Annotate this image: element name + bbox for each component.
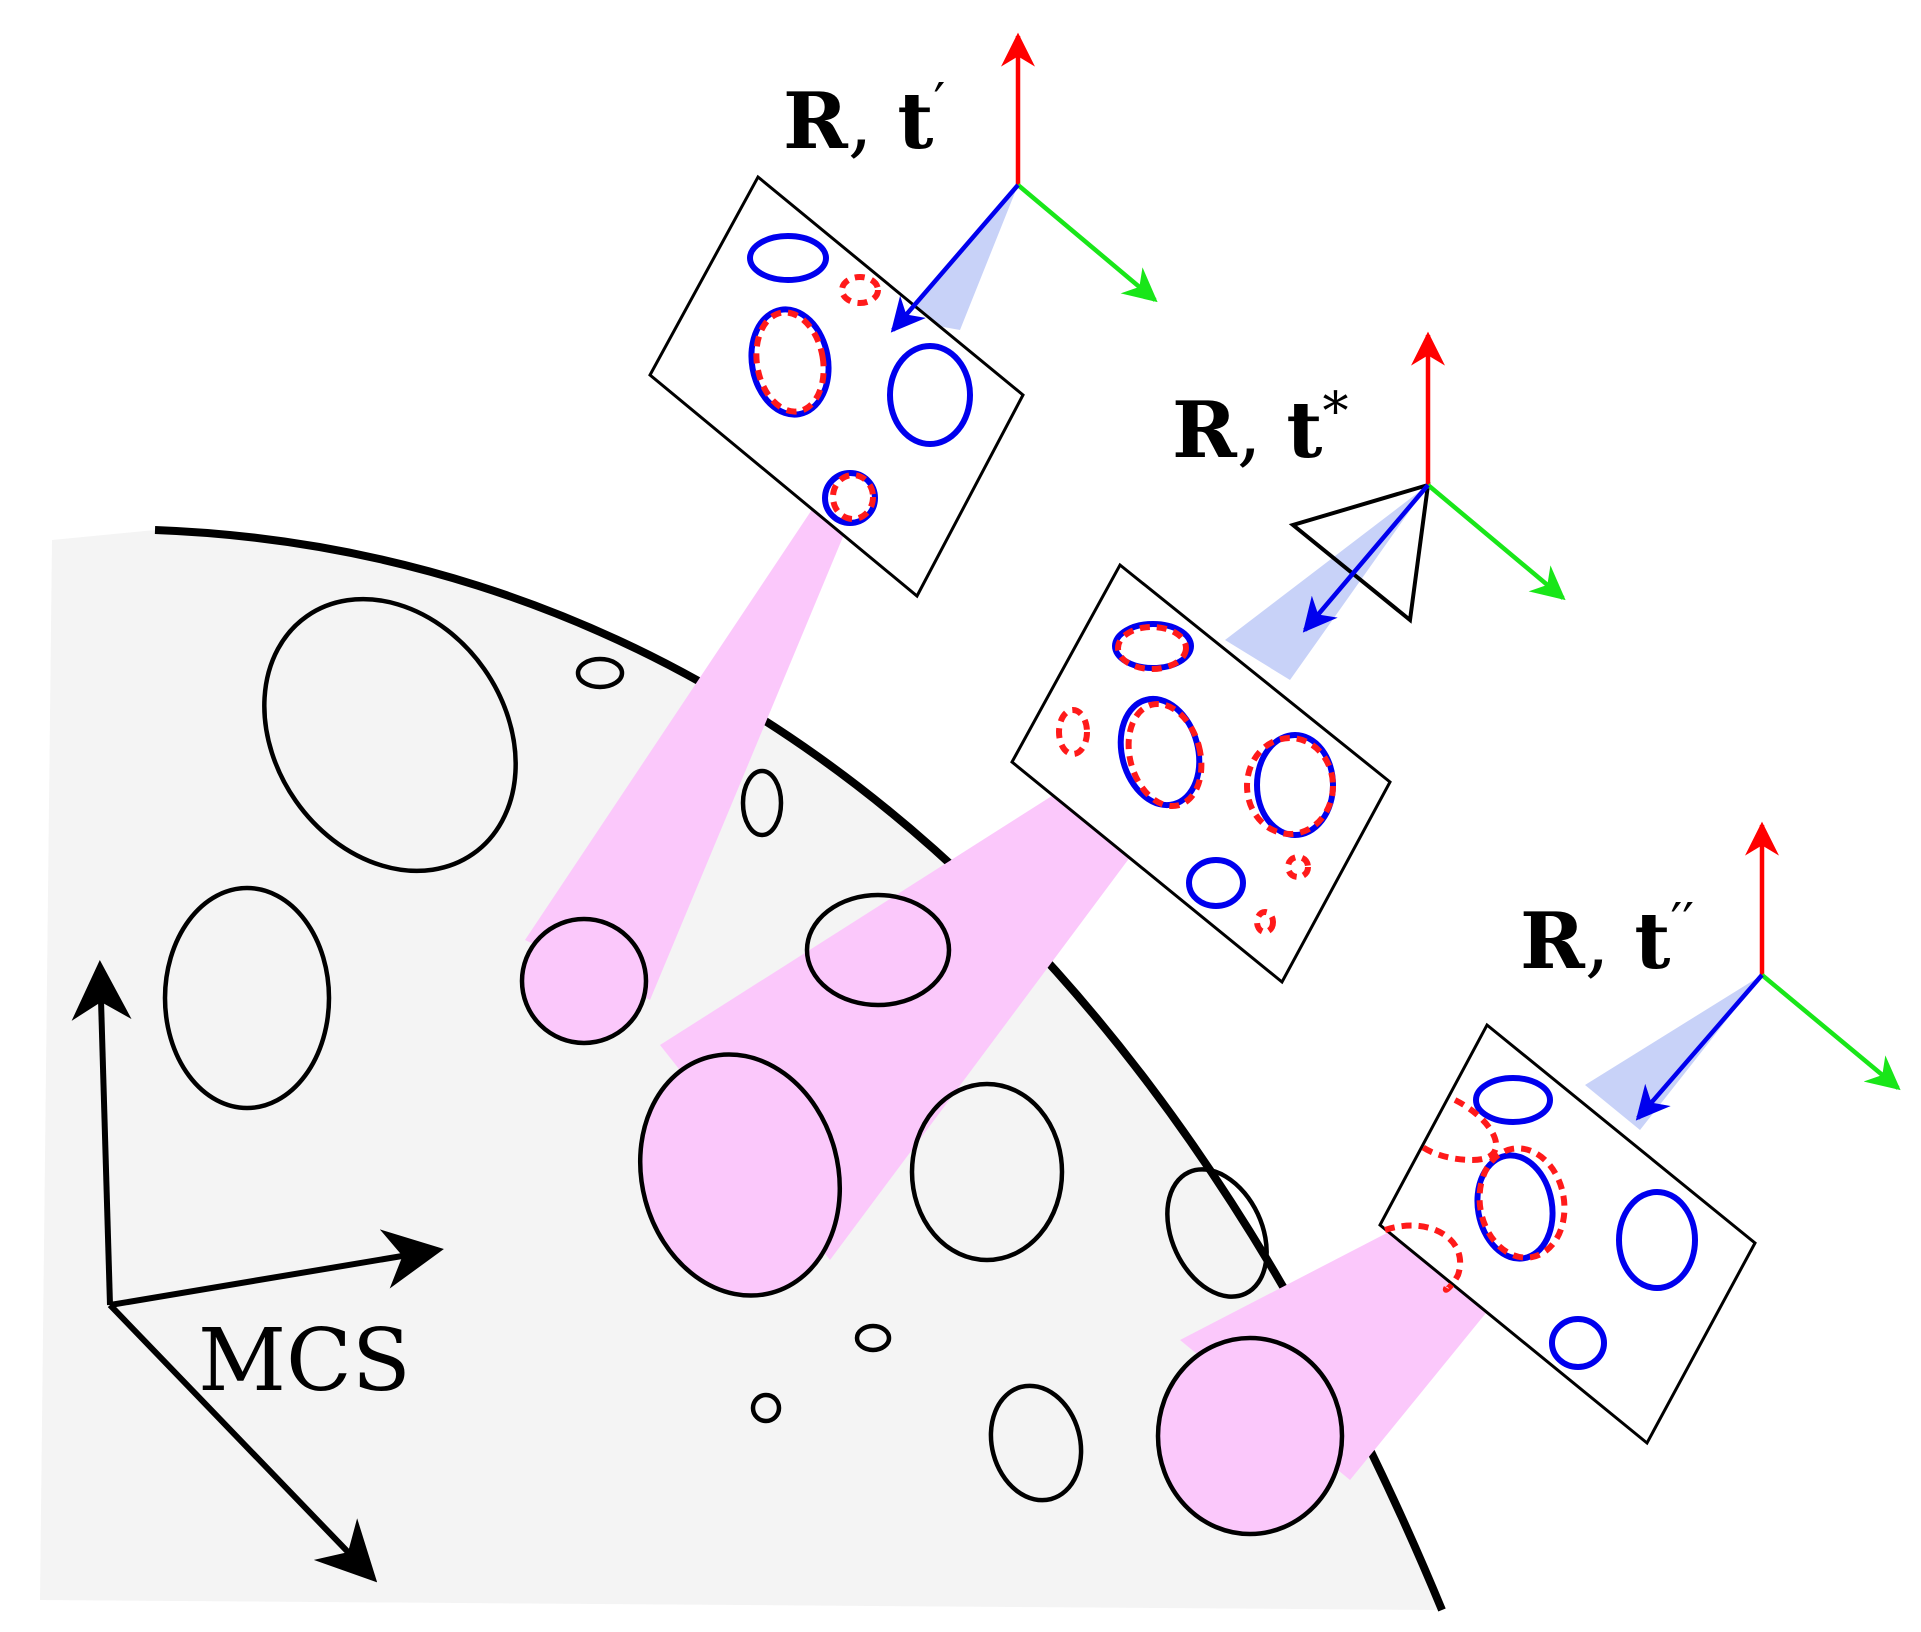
surface-crater [262, 596, 518, 874]
projected-crater [1244, 735, 1336, 837]
view-cone-2 [1225, 485, 1428, 680]
projected-crater [1125, 700, 1205, 810]
image-frame [648, 174, 1025, 599]
camera-z-axis-arrow [1302, 483, 1430, 633]
detected-crater [887, 343, 973, 447]
matched-crater-2 [637, 1052, 843, 1298]
detected-crater [1474, 1152, 1556, 1262]
match-beam-1 [525, 505, 850, 1000]
image-plane-3 [1378, 1022, 1757, 1446]
surface-crater [804, 892, 952, 1008]
detected-crater [748, 306, 832, 418]
mcs-label: MCS [198, 1311, 411, 1411]
moon-limb [154, 526, 1446, 1612]
detected-crater [1186, 857, 1246, 909]
view-cone-3 [1585, 975, 1762, 1130]
camera-z-axis-arrow [1635, 973, 1764, 1121]
surface-craters [162, 596, 1269, 1503]
pose-label-3: R, t′′ [1520, 893, 1694, 987]
mcs-axis-down-arrow [107, 1302, 378, 1583]
projected-crater [1115, 624, 1189, 672]
projected-crater [1476, 1145, 1568, 1261]
image-frame [1378, 1022, 1757, 1446]
surface-crater [988, 1383, 1084, 1503]
matched-craters [519, 916, 1345, 1537]
projected-crater [830, 472, 876, 522]
matched-crater-3 [1155, 1335, 1345, 1537]
image-plane-2 [1010, 562, 1392, 985]
camera-1 [890, 32, 1158, 333]
surface-crater [740, 768, 784, 838]
projected-crater [1056, 707, 1090, 757]
mcs-axes [71, 960, 444, 1583]
surface-crater [162, 885, 332, 1111]
projected-crater [839, 274, 881, 306]
mcs-axis-up-arrow [71, 960, 132, 1306]
camera-z-axis-arrow [890, 183, 1020, 333]
surface-crater [575, 656, 625, 690]
camera-2 [1288, 331, 1566, 633]
mcs-axis-right-arrow [109, 1229, 444, 1308]
pose-label-2: R, t* [1172, 382, 1348, 476]
camera-y-axis-arrow [1016, 183, 1158, 303]
surface-crater [1165, 1167, 1269, 1299]
image-plane-1 [648, 174, 1025, 599]
projected-crater [1285, 854, 1311, 880]
surface-crater [750, 1392, 782, 1424]
projected-crater [753, 309, 827, 415]
projected-crater-partial [1417, 1097, 1500, 1164]
surface-crater [909, 1081, 1065, 1263]
detected-crater [1549, 1316, 1607, 1370]
projected-crater-partial [1384, 1222, 1463, 1293]
surface-crater [854, 1323, 892, 1353]
view-cone-1 [905, 185, 1018, 330]
detected-crater [1616, 1189, 1698, 1291]
matched-crater-1 [519, 916, 649, 1046]
camera-y-axis-arrow [1426, 483, 1566, 601]
camera-y-axis-arrow [1760, 973, 1901, 1091]
projected-crater [1254, 909, 1276, 935]
detected-crater [1254, 732, 1336, 838]
camera-3 [1635, 821, 1901, 1121]
detected-crater [747, 233, 829, 283]
pose-label-1: R, t′ [783, 73, 945, 167]
detected-crater [1473, 1075, 1553, 1125]
